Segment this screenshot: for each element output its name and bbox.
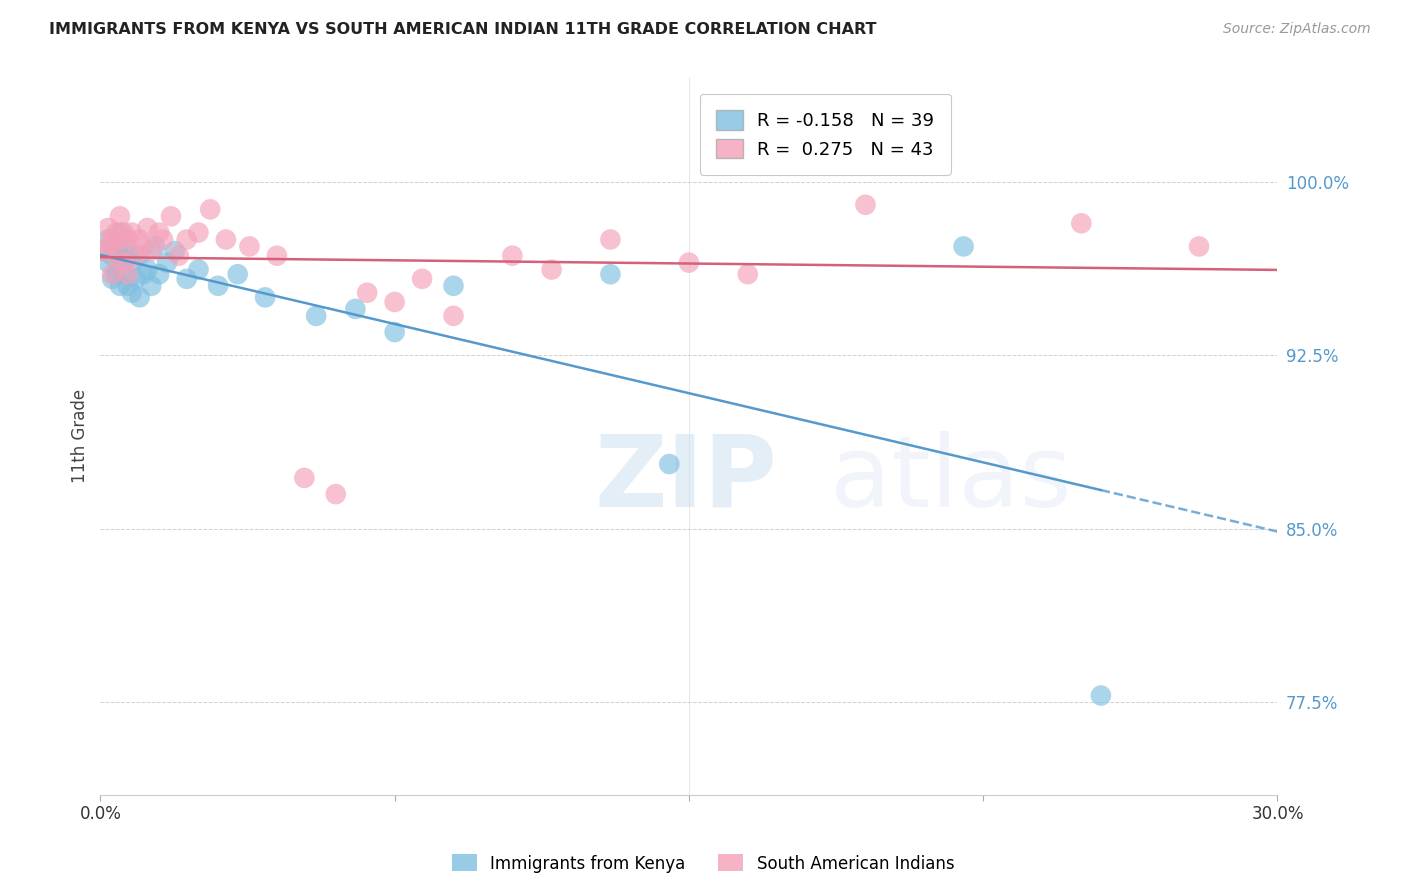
Point: [128, 290, 150, 304]
Point: [121, 226, 143, 240]
Point: [93, 244, 115, 258]
Point: [254, 290, 277, 304]
Point: [132, 267, 155, 281]
Text: atlas: atlas: [830, 431, 1071, 528]
Point: [141, 278, 163, 293]
Point: [226, 267, 249, 281]
Point: [952, 239, 974, 253]
Point: [93, 244, 115, 258]
Point: [97, 255, 120, 269]
Point: [117, 249, 139, 263]
Point: [121, 255, 143, 269]
Point: [117, 267, 139, 281]
Point: [384, 325, 406, 339]
Legend: Immigrants from Kenya, South American Indians: Immigrants from Kenya, South American In…: [444, 847, 962, 880]
Point: [117, 232, 139, 246]
Point: [501, 249, 523, 263]
Point: [108, 226, 131, 240]
Point: [112, 226, 135, 240]
Point: [163, 244, 186, 258]
Text: ZIP: ZIP: [595, 431, 778, 528]
Point: [658, 457, 681, 471]
Point: [105, 226, 128, 240]
Point: [176, 232, 198, 246]
Point: [105, 267, 128, 281]
Text: Source: ZipAtlas.com: Source: ZipAtlas.com: [1223, 22, 1371, 37]
Point: [136, 221, 159, 235]
Point: [143, 239, 166, 253]
Point: [384, 295, 406, 310]
Text: IMMIGRANTS FROM KENYA VS SOUTH AMERICAN INDIAN 11TH GRADE CORRELATION CHART: IMMIGRANTS FROM KENYA VS SOUTH AMERICAN …: [49, 22, 877, 37]
Point: [292, 471, 315, 485]
Point: [124, 249, 146, 263]
Point: [148, 267, 170, 281]
Point: [1070, 216, 1092, 230]
Point: [1188, 239, 1211, 253]
Point: [136, 262, 159, 277]
Point: [187, 262, 209, 277]
Point: [141, 244, 163, 258]
Point: [152, 232, 174, 246]
Point: [599, 267, 621, 281]
Point: [344, 301, 367, 316]
Y-axis label: 11th Grade: 11th Grade: [72, 389, 89, 483]
Point: [167, 249, 190, 263]
Point: [411, 272, 433, 286]
Point: [101, 249, 124, 263]
Point: [443, 278, 465, 293]
Point: [305, 309, 328, 323]
Point: [540, 262, 562, 277]
Point: [215, 232, 238, 246]
Point: [97, 239, 120, 253]
Point: [176, 272, 198, 286]
Point: [117, 278, 139, 293]
Point: [101, 272, 124, 286]
Point: [356, 285, 378, 300]
Point: [737, 267, 759, 281]
Point: [112, 267, 135, 281]
Point: [599, 232, 621, 246]
Point: [112, 239, 135, 253]
Point: [112, 255, 135, 269]
Point: [1090, 689, 1112, 703]
Point: [855, 198, 877, 212]
Point: [266, 249, 288, 263]
Point: [187, 226, 209, 240]
Point: [132, 239, 155, 253]
Point: [105, 239, 128, 253]
Point: [128, 249, 150, 263]
Point: [108, 232, 131, 246]
Point: [105, 249, 128, 263]
Point: [101, 267, 124, 281]
Point: [207, 278, 229, 293]
Point: [200, 202, 222, 217]
Point: [97, 221, 120, 235]
Point: [325, 487, 347, 501]
Point: [156, 255, 179, 269]
Point: [108, 278, 131, 293]
Point: [108, 210, 131, 224]
Point: [148, 226, 170, 240]
Point: [238, 239, 260, 253]
Point: [678, 255, 700, 269]
Point: [124, 272, 146, 286]
Point: [121, 285, 143, 300]
Point: [160, 210, 183, 224]
Legend: R = -0.158   N = 39, R =  0.275   N = 43: R = -0.158 N = 39, R = 0.275 N = 43: [700, 94, 950, 175]
Point: [101, 232, 124, 246]
Point: [97, 232, 120, 246]
Point: [443, 309, 465, 323]
Point: [108, 249, 131, 263]
Point: [128, 232, 150, 246]
